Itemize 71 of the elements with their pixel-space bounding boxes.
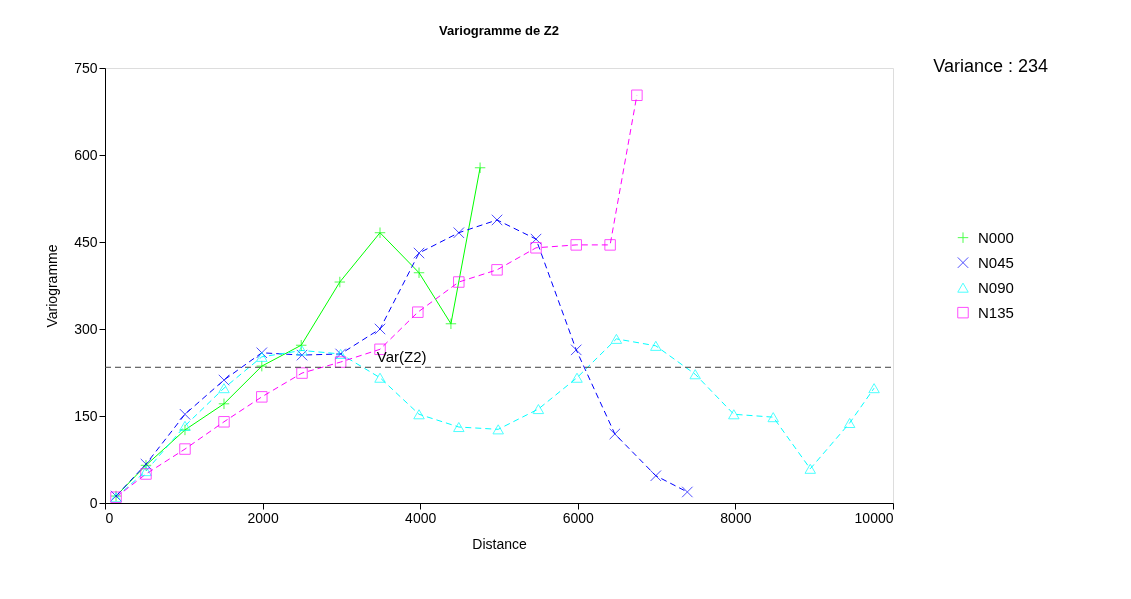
point [530, 233, 542, 245]
point [804, 463, 816, 474]
point [492, 424, 504, 435]
point [218, 374, 230, 386]
point [374, 226, 386, 239]
y-tick-label: 300 [74, 320, 98, 337]
x-tick-label: 10000 [854, 509, 894, 526]
x-tick-label: 2000 [247, 509, 279, 526]
point [570, 344, 582, 356]
y-axis-title: Variogramme [44, 244, 61, 328]
point [296, 345, 308, 356]
point [650, 470, 662, 482]
point [413, 267, 425, 279]
point [334, 356, 347, 368]
point [453, 421, 465, 433]
y-tick-label: 150 [74, 407, 98, 424]
y-tick-label: 450 [74, 233, 98, 250]
point [218, 398, 230, 410]
point [631, 89, 643, 101]
x-tick-label: 8000 [720, 509, 752, 526]
point [218, 383, 230, 394]
legend-label: N090 [978, 278, 1014, 296]
point [374, 372, 386, 383]
point [445, 318, 457, 330]
point [256, 360, 268, 372]
y-tick-label: 0 [89, 494, 98, 511]
chart-title: Variogramme de Z2 [439, 23, 559, 38]
legend-label: N135 [978, 303, 1014, 321]
point [650, 340, 662, 351]
point [767, 412, 779, 423]
point [571, 372, 583, 383]
x-tick-label: 0 [105, 509, 114, 526]
point [689, 369, 701, 380]
x-axis-title: Distance [472, 535, 527, 552]
point [453, 226, 465, 239]
ref-line-label: Var(Z2) [376, 348, 427, 366]
point [610, 333, 623, 344]
point [532, 404, 545, 415]
point [179, 408, 191, 420]
legend-label: N045 [978, 253, 1014, 271]
legend-label: N000 [978, 228, 1014, 246]
point [412, 306, 424, 318]
point [868, 383, 880, 394]
point [530, 242, 542, 254]
point [296, 349, 308, 361]
point [453, 276, 465, 288]
point [218, 416, 230, 428]
point [295, 339, 307, 351]
point [604, 239, 616, 251]
point [843, 417, 856, 428]
point [474, 162, 486, 174]
y-tick-label: 600 [74, 146, 98, 163]
point [179, 443, 191, 455]
point [728, 409, 740, 420]
x-tick-label: 6000 [562, 509, 595, 526]
point [609, 428, 621, 440]
point [491, 264, 503, 276]
x-tick-label: 4000 [405, 509, 437, 526]
point [334, 276, 346, 288]
point [570, 239, 582, 251]
point [413, 409, 425, 420]
point [256, 347, 268, 359]
point [256, 391, 268, 403]
point [256, 351, 268, 362]
point [296, 367, 308, 379]
point [179, 420, 191, 431]
text: Variance : 234 [933, 56, 1048, 76]
point [179, 424, 191, 436]
point [491, 214, 503, 226]
y-tick-label: 750 [74, 59, 98, 76]
point [681, 486, 694, 498]
